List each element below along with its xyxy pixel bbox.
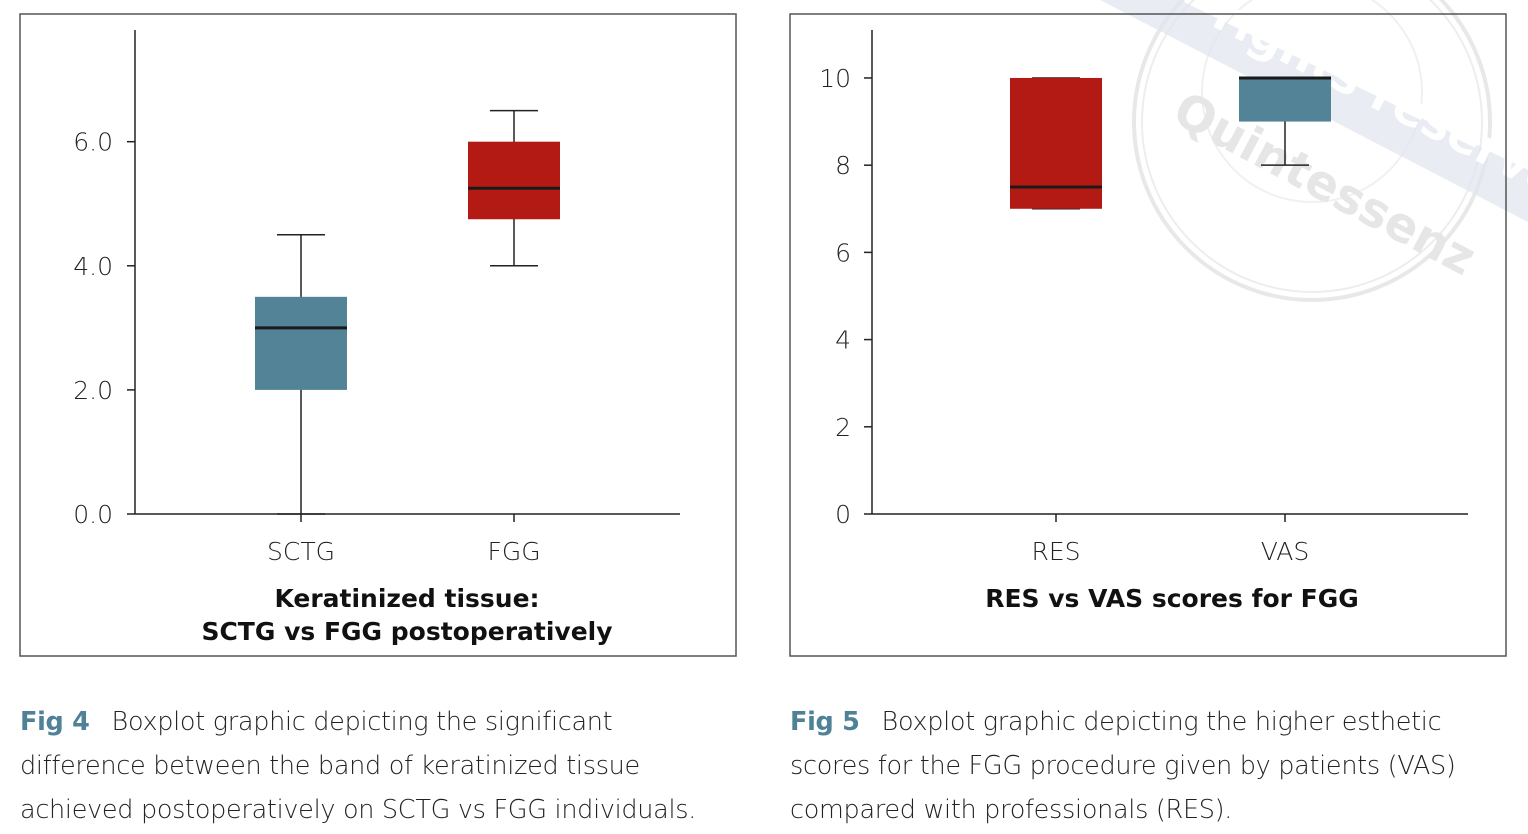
fig5-panel: 0 2 4 6 8 10 RES VAS RES vs VAS scores for FGG [789, 13, 1507, 657]
box-vas [1239, 77, 1331, 122]
x-tick-label: FGG [487, 537, 540, 566]
y-tick-label: 0.0 [73, 500, 113, 529]
chart-title-line: Keratinized tissue: [274, 584, 539, 613]
x-tick-label: SCTG [267, 537, 335, 566]
y-tick-label: 4 [835, 326, 851, 355]
chart-title-line: RES vs VAS scores for FGG [985, 584, 1359, 613]
y-tick-label: 10 [819, 64, 851, 93]
fig4-panel: 0.0 2.0 4.0 6.0 SCTG FGG Keratinized tissue: SC… [19, 13, 737, 657]
y-tick-label: 2 [835, 413, 851, 442]
x-tick-label: RES [1031, 537, 1080, 566]
fig5-caption-text: Boxplot graphic depicting the higher est… [790, 707, 1456, 825]
fig5-caption: Fig 5 Boxplot graphic depicting the highe… [790, 700, 1510, 832]
box-fgg [468, 141, 560, 220]
y-tick-label: 2.0 [73, 376, 113, 405]
watermark: rights reserved Quintessenz [1100, 0, 1528, 302]
fig4-label: Fig 4 [20, 707, 90, 737]
fig4-caption: Fig 4 Boxplot graphic depicting the signi… [20, 700, 740, 832]
fig5-label: Fig 5 [790, 707, 860, 737]
figure-panels: rights reserved Quintessenz 0.0 2.0 4.0 6.0… [19, 0, 1528, 657]
x-tick-label: VAS [1261, 537, 1309, 566]
fig4-caption-text: Boxplot graphic depicting the significan… [20, 707, 697, 825]
box-res [1010, 77, 1102, 209]
y-tick-label: 6.0 [73, 128, 113, 157]
y-tick-label: 8 [835, 151, 851, 180]
panel-frame [789, 13, 1507, 657]
y-tick-label: 4.0 [73, 252, 113, 281]
chart-title-line: SCTG vs FGG postoperatively [201, 617, 612, 646]
y-tick-label: 6 [835, 238, 851, 267]
panel-frame [19, 13, 737, 657]
box-sctg [255, 296, 347, 390]
y-tick-label: 0 [835, 500, 851, 529]
